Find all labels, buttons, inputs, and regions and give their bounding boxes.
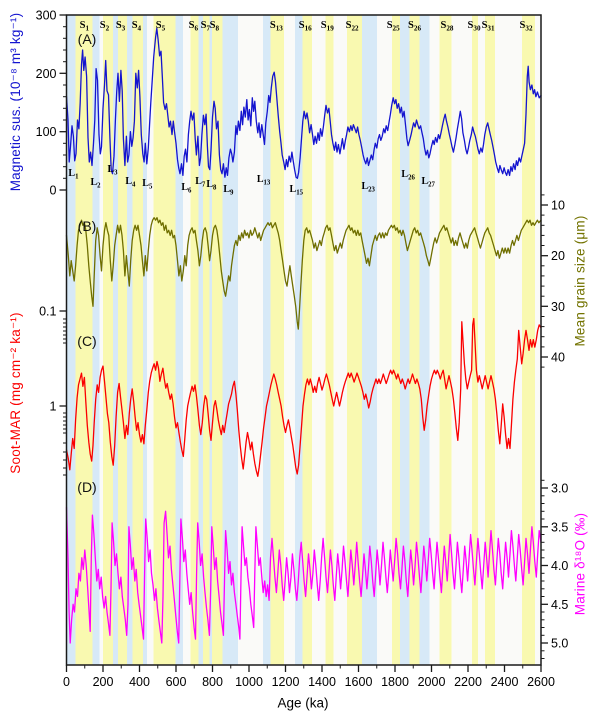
soot-mar-axis-title: Soot-MAR (mg cm⁻² ka⁻¹)	[8, 312, 23, 474]
loess-label-L6: L6	[181, 182, 192, 195]
paleosol-band	[75, 15, 93, 665]
x-axis-tick-label: 800	[202, 675, 223, 689]
paleosol-band	[270, 15, 285, 665]
paleosol-band	[102, 15, 114, 665]
paleosol-band	[347, 15, 363, 665]
interglacial-band	[209, 15, 212, 665]
soot-axis-tick-label: 1	[50, 400, 57, 414]
paleosol-band	[484, 15, 496, 665]
paleosol-label-S7: S7	[201, 20, 211, 33]
interglacial-band	[263, 15, 271, 665]
x-axis-tick-label: 2000	[418, 675, 446, 689]
loess-label-L5: L5	[142, 178, 153, 191]
x-axis-tick-label: 1000	[235, 675, 263, 689]
x-axis-tick-label: 2200	[454, 675, 482, 689]
marine-axis-tick-label: 4.5	[551, 598, 568, 612]
x-axis-tick-label: 400	[129, 675, 150, 689]
loess-label-L9: L9	[223, 184, 234, 197]
paleosol-band	[325, 15, 334, 665]
marine-axis-tick-label: 4.0	[551, 559, 568, 573]
x-axis-tick-label: 2400	[491, 675, 519, 689]
x-axis-tick-label: 200	[93, 675, 114, 689]
panel-letter-b: (B)	[78, 218, 97, 234]
paleosol-label-S6: S6	[189, 20, 199, 33]
x-axis-tick-label: 1400	[308, 675, 336, 689]
paleosol-band	[302, 15, 313, 665]
paleosol-band	[439, 15, 452, 665]
grain-axis-tick-label: 10	[551, 199, 565, 213]
panel-letter-a: (A)	[78, 31, 97, 47]
x-axis-tick-label: 0	[63, 675, 70, 689]
marine-axis-tick-label: 5.0	[551, 637, 568, 651]
interglacial-band	[295, 15, 303, 665]
mag-axis-tick-label: 0	[50, 184, 57, 198]
interglacial-band	[127, 15, 133, 665]
age-axis-title: Age (ka)	[277, 695, 329, 711]
mag-axis-tick-label: 200	[36, 67, 57, 81]
marine-axis-tick-label: 3.0	[551, 482, 568, 496]
series-b-line	[65, 217, 542, 330]
grain-axis-tick-label: 40	[551, 351, 565, 365]
soot-axis-tick-label: 0.1	[39, 305, 56, 319]
x-axis-tick-label: 1800	[381, 675, 409, 689]
loess-label-L7: L7	[195, 176, 206, 189]
interglacial-band	[419, 15, 430, 665]
paleosol-band	[522, 15, 535, 665]
magnetic-sus-axis-title: Magnetic sus. (10⁻⁸ m³ kg⁻¹)	[8, 12, 23, 192]
paleosol-label-S1: S1	[80, 20, 90, 33]
x-axis-tick-label: 1200	[272, 675, 300, 689]
paleosol-label-S2: S2	[100, 20, 110, 33]
loess-label-L8: L8	[206, 179, 217, 192]
panel-letter-c: (C)	[77, 333, 96, 349]
x-axis-tick-label: 600	[166, 675, 187, 689]
interglacial-band	[175, 15, 184, 665]
grain-axis-tick-label: 20	[551, 249, 565, 263]
grain-axis-tick-label: 30	[551, 300, 565, 314]
paleosol-band	[153, 15, 176, 665]
x-axis-tick-label: 2600	[527, 675, 555, 689]
interglacial-band	[222, 15, 239, 665]
paleosol-band	[391, 15, 400, 665]
x-axis-tick-label: 1600	[345, 675, 373, 689]
mag-axis-tick-label: 300	[36, 9, 57, 23]
loess-label-L4: L4	[125, 176, 136, 189]
paleosol-band	[117, 15, 128, 665]
marine-d18o-axis-title: Marine δ¹⁸O (‰)	[572, 512, 588, 616]
paleosol-label-S8: S8	[210, 20, 220, 33]
interglacial-band	[143, 15, 148, 665]
paleosol-label-S5: S5	[156, 20, 166, 33]
series-c-line	[65, 317, 542, 477]
interglacial-band	[113, 15, 118, 665]
loess-label-L1: L1	[68, 168, 79, 181]
series-d-line	[65, 506, 542, 644]
paleosol-band	[190, 15, 199, 665]
loess-label-L3: L3	[107, 164, 118, 177]
series-a-line	[65, 27, 542, 179]
interglacial-band	[92, 15, 100, 665]
paleosol-band	[409, 15, 420, 665]
interglacial-band	[66, 15, 76, 665]
loess-label-L2: L2	[90, 177, 101, 190]
grain-size-axis-title: Mean grain size (μm)	[572, 215, 588, 347]
interglacial-band	[198, 15, 204, 665]
marine-axis-tick-label: 3.5	[551, 520, 568, 534]
paleosol-label-S3: S3	[116, 20, 126, 33]
interglacial-band	[399, 15, 410, 665]
mag-axis-tick-label: 100	[36, 125, 57, 139]
paleosol-band	[203, 15, 210, 665]
interglacial-band	[362, 15, 377, 665]
paleosol-band	[211, 15, 223, 665]
panel-letter-d: (D)	[77, 479, 96, 495]
paleosol-band	[132, 15, 144, 665]
paleosol-label-S4: S4	[132, 20, 142, 33]
